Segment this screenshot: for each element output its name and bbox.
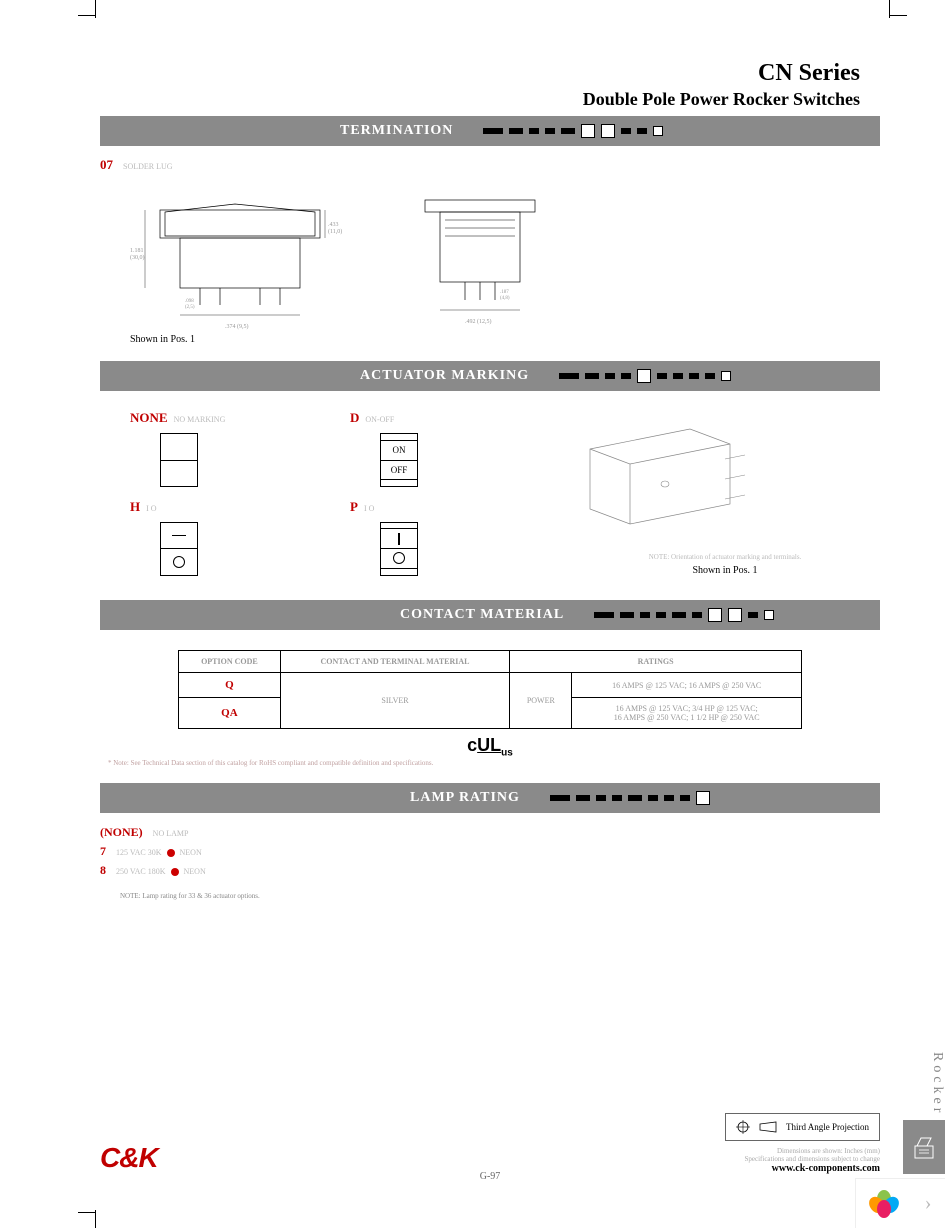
section-title-lamp: LAMP RATING	[410, 790, 520, 806]
section-bar-termination: TERMINATION	[100, 116, 880, 146]
lamp-note: NOTE: Lamp rating for 33 & 36 actuator o…	[120, 892, 880, 900]
marking-desc: I O	[146, 504, 156, 513]
ck-logo: C&K	[100, 1142, 158, 1174]
table-cell: POWER	[510, 673, 572, 729]
table-cell-code: QA	[179, 698, 281, 729]
svg-text:(4,8): (4,8)	[500, 296, 510, 301]
iso-orientation-note: NOTE: Orientation of actuator marking an…	[570, 553, 880, 561]
termination-content: 07 SOLDER LUG 1.181 (30,0) .433	[100, 146, 880, 355]
part-number-template	[483, 124, 663, 138]
lamp-code: (NONE)	[100, 825, 143, 839]
lamp-option-none: (NONE) NO LAMP	[100, 825, 880, 840]
svg-text:.187: .187	[500, 290, 509, 295]
table-cell: 16 AMPS @ 125 VAC; 16 AMPS @ 250 VAC	[572, 673, 802, 698]
lamp-desc: 250 VAC 180K	[116, 867, 166, 876]
iso-shown-note: Shown in Pos. 1	[570, 565, 880, 576]
contact-footnote: * Note: See Technical Data section of th…	[108, 759, 880, 767]
marking-desc: NO MARKING	[174, 415, 226, 424]
marking-iso-view: NOTE: Orientation of actuator marking an…	[570, 409, 880, 576]
datasheet-page: CN Series Double Pole Power Rocker Switc…	[100, 40, 880, 1188]
section-bar-contact: CONTACT MATERIAL	[100, 600, 880, 630]
marking-option-p: PI O	[350, 498, 560, 577]
colorwheel-icon[interactable]	[870, 1190, 898, 1218]
contact-content: OPTION CODE CONTACT AND TERMINAL MATERIA…	[100, 630, 880, 777]
lamp-code: 8	[100, 863, 106, 877]
part-number-template	[594, 608, 774, 622]
lamp-swatch-label: NEON	[180, 848, 202, 857]
svg-text:(30,0): (30,0)	[130, 254, 145, 261]
section-title-termination: TERMINATION	[340, 123, 453, 139]
lamp-option-8: 8 250 VAC 180K NEON	[100, 863, 880, 878]
lamp-content: (NONE) NO LAMP 7 125 VAC 30K NEON 8 250 …	[100, 813, 880, 908]
marking-label-off: OFF	[381, 461, 417, 481]
page-number: G-97	[480, 1171, 501, 1182]
contact-material-table: OPTION CODE CONTACT AND TERMINAL MATERIA…	[178, 650, 802, 729]
series-subtitle: Double Pole Power Rocker Switches	[100, 89, 860, 110]
dim-note-2: Specifications and dimensions subject to…	[725, 1155, 880, 1163]
section-bar-lamp: LAMP RATING	[100, 783, 880, 813]
section-title-contact: CONTACT MATERIAL	[400, 607, 564, 623]
marking-desc: I O	[364, 504, 374, 513]
svg-text:1.181: 1.181	[130, 248, 144, 254]
svg-text:.433: .433	[328, 222, 339, 228]
projection-symbol	[736, 1120, 778, 1134]
marking-label-on: ON	[381, 441, 417, 461]
table-cell-code: Q	[179, 673, 281, 698]
marking-code: NONE	[130, 410, 168, 425]
marking-option-none: NONE NO MARKING	[130, 409, 340, 488]
svg-text:.098: .098	[185, 299, 194, 304]
marking-diagram-p	[380, 522, 418, 576]
lamp-desc: NO LAMP	[153, 829, 189, 838]
projection-label: Third Angle Projection	[786, 1122, 869, 1132]
termination-front-drawing: 1.181 (30,0) .433 (11,0) .374 (9,5) .098…	[130, 180, 345, 330]
marking-option-d: D ON-OFF ON OFF	[350, 409, 560, 488]
svg-text:(2,5): (2,5)	[185, 305, 195, 310]
table-header: OPTION CODE	[179, 651, 281, 673]
lamp-code: 7	[100, 844, 106, 858]
section-title-actuator: ACTUATOR MARKING	[360, 368, 529, 384]
table-cell: 16 AMPS @ 125 VAC; 3/4 HP @ 125 VAC; 16 …	[572, 698, 802, 729]
page-footer: C&K Third Angle Projection Dimensions ar…	[100, 1113, 880, 1174]
termination-side-drawing: .187 (4,8) .492 (12,5)	[405, 180, 555, 330]
table-header: RATINGS	[510, 651, 802, 673]
chevron-right-icon[interactable]: ›	[925, 1192, 932, 1215]
dim-note-1: Dimensions are shown: Inches (mm)	[725, 1147, 880, 1155]
viewer-widget[interactable]: ›	[855, 1178, 945, 1228]
footer-url: www.ck-components.com	[725, 1163, 880, 1174]
ul-logo: cULus	[467, 735, 513, 755]
table-cell: SILVER	[280, 673, 509, 729]
marking-code: H	[130, 499, 140, 514]
svg-text:.374 (9,5): .374 (9,5)	[225, 323, 249, 330]
marking-diagram-none	[160, 433, 198, 487]
projection-box: Third Angle Projection	[725, 1113, 880, 1141]
side-tab-icon	[903, 1120, 945, 1174]
svg-text:.492 (12,5): .492 (12,5)	[465, 318, 492, 325]
termination-shown-note: Shown in Pos. 1	[130, 334, 880, 345]
marking-diagram-h	[160, 522, 198, 576]
marking-code: D	[350, 410, 359, 425]
actuator-content: NONE NO MARKING D ON-OFF ON OFF	[100, 391, 880, 594]
svg-text:(11,0): (11,0)	[328, 228, 342, 235]
part-number-template	[559, 369, 731, 383]
marking-option-h: HI O	[130, 498, 340, 577]
termination-code: 07	[100, 157, 113, 172]
termination-desc: SOLDER LUG	[123, 162, 173, 171]
lamp-option-7: 7 125 VAC 30K NEON	[100, 844, 880, 859]
table-header: CONTACT AND TERMINAL MATERIAL	[280, 651, 509, 673]
part-number-template	[550, 791, 710, 805]
lamp-desc: 125 VAC 30K	[116, 848, 162, 857]
marking-diagram-d: ON OFF	[380, 433, 418, 487]
series-title: CN Series	[100, 60, 860, 87]
marking-code: P	[350, 499, 358, 514]
section-bar-actuator: ACTUATOR MARKING	[100, 361, 880, 391]
page-header: CN Series Double Pole Power Rocker Switc…	[100, 60, 880, 110]
marking-desc: ON-OFF	[365, 415, 394, 424]
lamp-swatch-label: NEON	[184, 867, 206, 876]
